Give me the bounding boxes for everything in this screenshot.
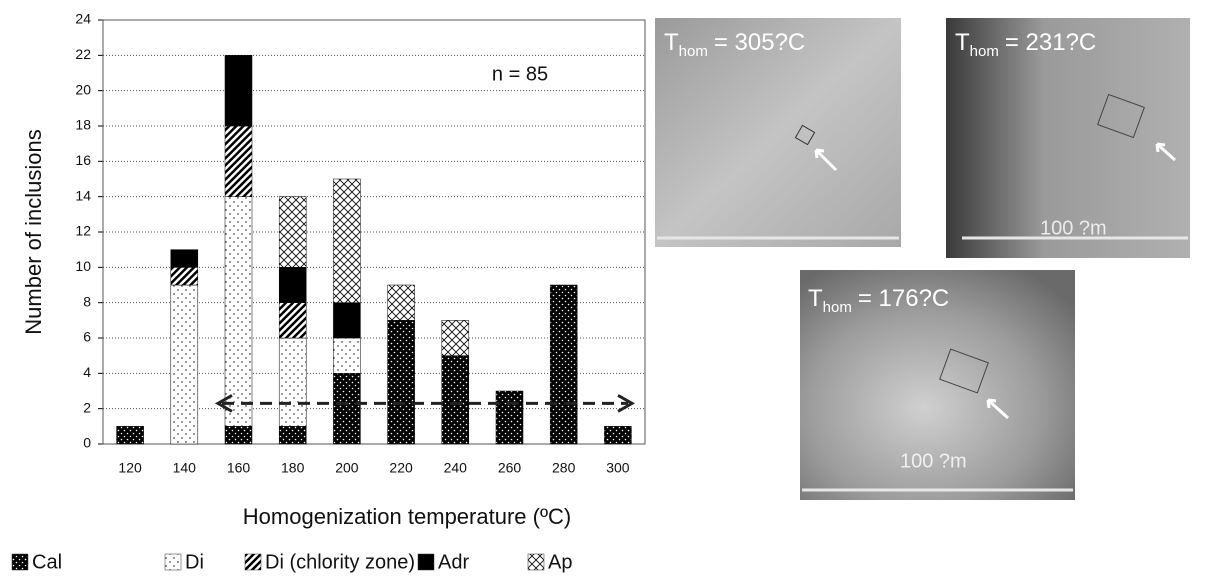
x-tick-label: 300 [606,460,630,476]
y-tick-label: 0 [83,435,91,451]
y-tick-label: 18 [75,117,91,133]
bar-segment [495,390,524,445]
y-axis-title: Number of inclusions [21,129,46,334]
bar-segment [333,337,361,374]
x-axis-title: Homogenization temperature (ºC) [243,504,571,529]
photo [655,18,901,247]
arrow-head [214,394,233,413]
bar-segment [170,284,199,445]
legend-label: Cal [32,551,62,573]
inclusion [1097,93,1145,139]
photo-label-symbol: T [808,285,823,312]
y-tick-label: 10 [75,258,91,274]
bar-segment [278,267,307,303]
photo-label: Thom = 176?C [808,285,949,316]
x-tick-label: 220 [389,460,413,476]
inclusion [939,348,989,394]
y-tick-label: 14 [75,187,91,203]
bar-segment [116,426,144,445]
bar-segment [170,267,199,286]
photo-label-symbol: T [955,29,970,56]
x-tick-label: 160 [227,460,251,476]
legend-swatch [164,553,182,571]
bar-segment [224,125,253,197]
plot-frame [102,19,646,445]
photo-label-value: = 305?C [714,29,805,56]
bar-segment [278,302,307,339]
legend-label: Ap [548,551,572,573]
bar-segment [549,284,578,445]
x-tick-label: 260 [498,460,522,476]
arrow-head [617,394,636,413]
photo-label-symbol: T [664,29,679,56]
arrow [814,148,838,172]
x-tick-label: 280 [552,460,576,476]
photo-label-subscript: hom [970,43,999,60]
y-tick-label: 2 [83,399,91,415]
legend-swatch [244,553,262,571]
bar-segment [387,284,415,321]
annotation: n = 85 [492,63,548,85]
photo [946,18,1190,258]
bar-segment [441,320,470,356]
photo-label: Thom = 305?C [664,29,805,60]
bar-segment [224,196,253,427]
photo [800,270,1075,500]
photo-label-subscript: hom [823,299,852,316]
scale-label: 100 ?m [1040,217,1107,239]
photo-label-value: = 176?C [858,285,949,312]
bar-segment [604,426,632,445]
y-tick-label: 24 [75,11,91,27]
bar-segment [441,355,470,445]
bar-segment [278,426,307,445]
x-tick-label: 180 [281,460,305,476]
y-tick-label: 8 [83,293,91,309]
inclusion [794,124,816,146]
bar-segment [333,302,361,339]
bar-segment [278,196,307,268]
bar-segment [224,55,253,127]
y-tick-label: 6 [83,329,91,345]
legend-label: Adr [438,551,469,573]
bar-segment [333,178,361,303]
y-tick-label: 4 [83,364,91,380]
bar-segment [224,426,253,445]
y-tick-label: 22 [75,46,91,62]
photo-label: Thom = 231?C [955,29,1096,60]
photo-label-value: = 231?C [1005,29,1096,56]
legend-swatch [527,553,545,571]
y-tick-label: 20 [75,81,91,97]
bar-segment [278,337,307,427]
legend-label: Di [185,551,204,573]
scale-label: 100 ?m [900,450,967,472]
bar-segment [170,249,199,268]
legend-swatch [417,553,435,571]
x-tick-label: 200 [335,460,359,476]
bar-segment [387,320,415,445]
arrow [1155,142,1176,162]
y-tick-label: 16 [75,152,91,168]
x-tick-label: 120 [118,460,142,476]
legend-label: Di (chlority zone) [265,551,415,573]
y-tick-label: 12 [75,223,91,239]
x-tick-label: 240 [444,460,468,476]
arrow [986,398,1010,420]
x-tick-label: 140 [173,460,197,476]
bar-segment [333,373,361,445]
photo-label-subscript: hom [679,43,708,60]
legend-swatch [11,553,29,571]
